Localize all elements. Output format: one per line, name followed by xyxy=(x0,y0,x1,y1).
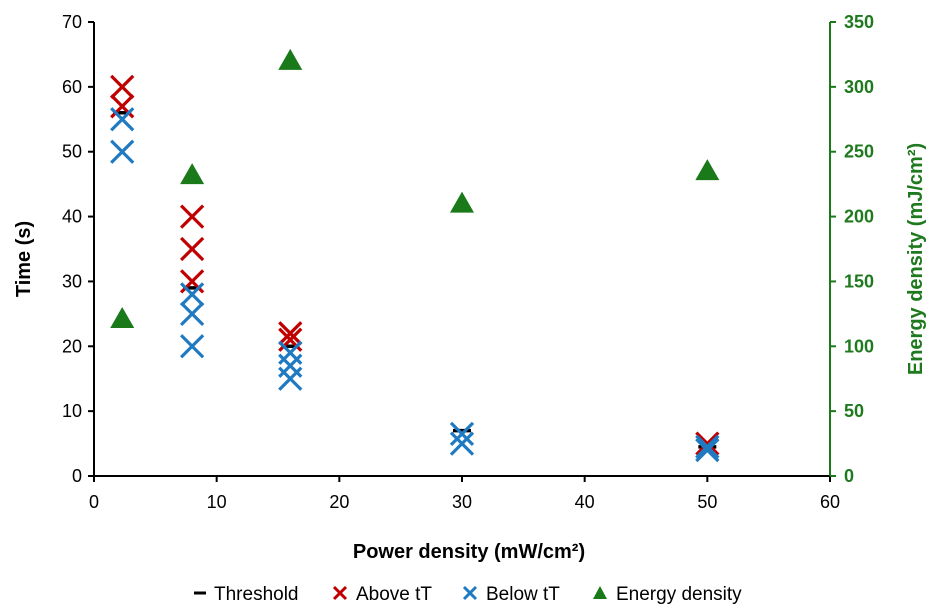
legend-marker xyxy=(332,585,348,601)
legend-label: Above tT xyxy=(356,584,432,605)
x-tick-label: 40 xyxy=(575,492,595,512)
point-above-tt xyxy=(278,321,303,346)
legend-label: Below tT xyxy=(486,584,560,605)
legend-item-energy-density: Energy density xyxy=(593,584,742,605)
y-tick-label: 60 xyxy=(62,77,82,97)
point-energy-density xyxy=(695,159,720,181)
y-axis-label: Time (s) xyxy=(13,221,35,297)
x-tick-label: 10 xyxy=(207,492,227,512)
point-below-tt xyxy=(180,282,205,307)
y2-tick-label: 0 xyxy=(844,466,854,486)
axes xyxy=(88,21,836,482)
y2-tick-label: 300 xyxy=(844,77,874,97)
legend-item-threshold: Threshold xyxy=(194,584,299,605)
x-axis-label: Power density (mW/cm²) xyxy=(353,541,585,563)
point-below-tt xyxy=(695,434,720,459)
point-below-tt xyxy=(278,366,303,391)
y2-tick-label: 100 xyxy=(844,336,874,356)
point-above-tt xyxy=(110,74,135,99)
x-tick-label: 50 xyxy=(697,492,717,512)
legend-marker xyxy=(462,585,478,601)
x-tick-label: 60 xyxy=(820,492,840,512)
point-below-tt xyxy=(278,353,303,378)
point-below-tt xyxy=(110,139,135,164)
y2-axis-label: Energy density (mJ/cm²) xyxy=(905,143,927,375)
y-tick-label: 70 xyxy=(62,12,82,32)
legend-item-below-tt: Below tT xyxy=(462,584,560,605)
y2-tick-label: 200 xyxy=(844,207,874,227)
series-above-tt xyxy=(110,74,720,456)
data-marks xyxy=(110,48,720,463)
point-above-tt xyxy=(180,204,205,229)
legend-item-above-tt: Above tT xyxy=(332,584,432,605)
point-above-tt xyxy=(695,431,720,456)
y-tick-label: 50 xyxy=(62,142,82,162)
point-below-tt xyxy=(180,301,205,326)
y-tick-label: 40 xyxy=(62,207,82,227)
series-below-tt xyxy=(110,107,720,463)
legend-label: Threshold xyxy=(214,584,299,605)
point-below-tt xyxy=(695,437,720,463)
series-energy-density xyxy=(110,48,720,329)
legend: Threshold Above tT Below tT Energy density xyxy=(194,584,742,605)
series-threshold xyxy=(113,111,717,449)
point-energy-density xyxy=(110,307,135,329)
point-above-tt xyxy=(180,236,205,262)
y-tick-label: 20 xyxy=(62,336,82,356)
point-below-tt xyxy=(110,107,135,132)
point-below-tt xyxy=(449,421,475,446)
y2-tick-label: 50 xyxy=(844,401,864,421)
point-energy-density xyxy=(278,48,303,70)
point-energy-density xyxy=(180,163,205,185)
point-below-tt xyxy=(449,431,475,456)
point-below-tt xyxy=(180,334,205,359)
x-tick-label: 0 xyxy=(89,492,99,512)
legend-marker xyxy=(593,586,607,599)
y2-tick-label: 250 xyxy=(844,142,874,162)
y2-tick-label: 150 xyxy=(844,271,874,291)
y-tick-label: 10 xyxy=(62,401,82,421)
x-tick-label: 20 xyxy=(329,492,349,512)
x-tick-label: 30 xyxy=(452,492,472,512)
y-tick-label: 30 xyxy=(62,271,82,291)
point-energy-density xyxy=(450,191,474,213)
y-tick-label: 0 xyxy=(72,466,82,486)
legend-label: Energy density xyxy=(616,584,742,605)
y2-tick-label: 350 xyxy=(844,12,874,32)
